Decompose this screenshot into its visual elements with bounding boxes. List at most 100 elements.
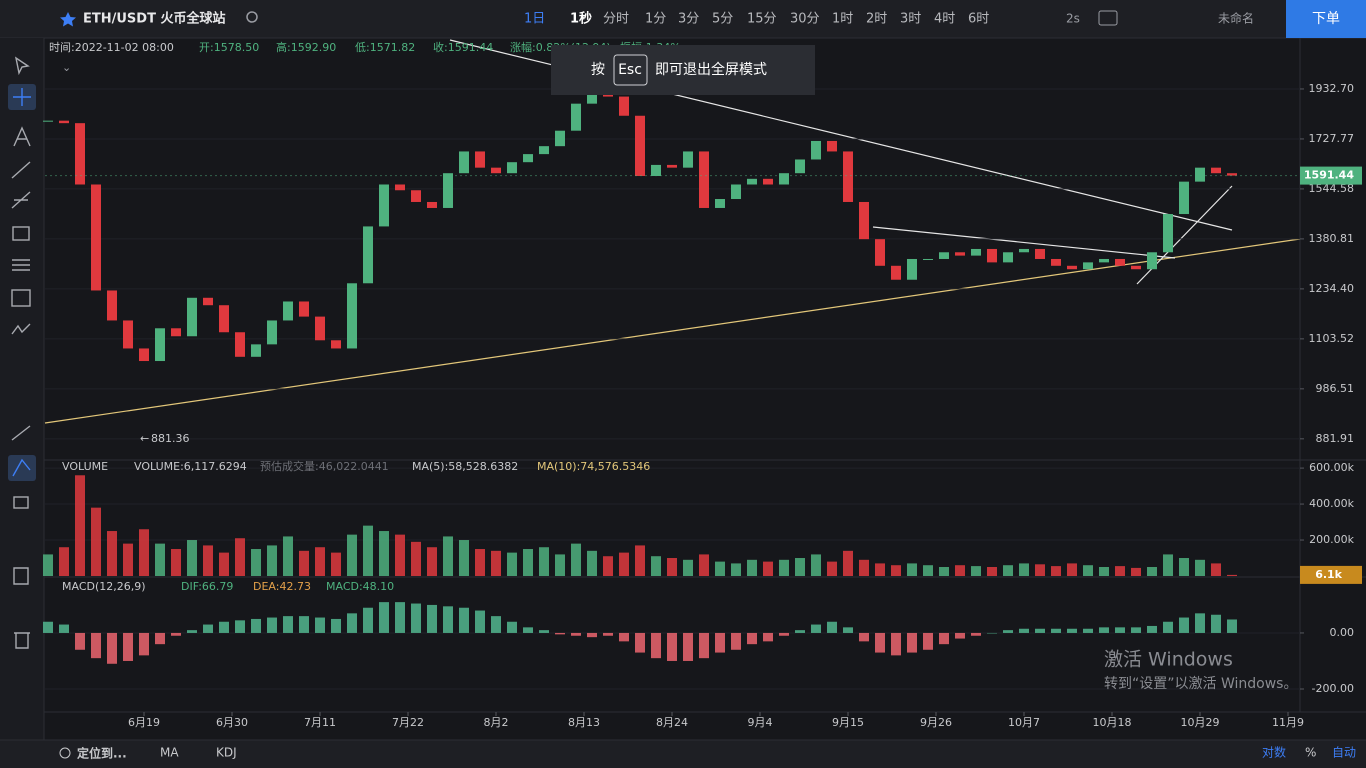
left-toolbar xyxy=(0,38,44,740)
volume-bar xyxy=(1067,563,1077,576)
trend-line[interactable] xyxy=(872,226,1176,259)
scale-option[interactable]: % xyxy=(1305,746,1316,760)
macd-histogram-bar xyxy=(395,602,405,633)
interval-option[interactable]: 1秒 xyxy=(570,11,592,27)
macd-histogram-bar xyxy=(683,632,693,661)
macd-histogram-bar xyxy=(619,632,629,642)
candle-body xyxy=(331,340,341,349)
volume-bar xyxy=(1115,566,1125,576)
candle-body xyxy=(283,301,293,321)
volume-bar xyxy=(363,525,373,576)
candle-body xyxy=(1195,167,1205,182)
volume-bar xyxy=(475,549,485,576)
delete-tool[interactable] xyxy=(14,632,30,649)
trend-line[interactable] xyxy=(44,238,1301,424)
interval-option[interactable]: 5分 xyxy=(712,12,733,27)
y-tick-label: 1727.77 xyxy=(1309,132,1355,145)
macd-histogram-bar xyxy=(379,602,389,633)
interval-option[interactable]: 2时 xyxy=(866,12,887,27)
shape-tool[interactable] xyxy=(12,226,30,241)
candle-body xyxy=(1131,265,1141,270)
volume-bar xyxy=(939,567,949,576)
scale-option[interactable]: 对数 xyxy=(1262,745,1286,760)
x-tick-label: 7月22 xyxy=(392,716,424,729)
interval-option[interactable]: 3分 xyxy=(678,12,699,27)
refresh-rate[interactable]: 2s xyxy=(1066,12,1080,26)
interval-option[interactable]: 3时 xyxy=(900,12,921,27)
camera-icon[interactable] xyxy=(1098,10,1118,26)
macd-histogram-bar xyxy=(987,632,997,634)
text-tool[interactable] xyxy=(13,126,31,147)
y-tick-label: 600.00k xyxy=(1309,461,1354,474)
locate[interactable]: 定位到... xyxy=(77,746,127,761)
volume-bar xyxy=(779,559,789,576)
symbol[interactable]: ETH/USDT 火币全球站 xyxy=(83,11,225,27)
interval-option[interactable]: 1分 xyxy=(645,12,666,27)
indicator-button[interactable]: KDJ xyxy=(216,746,237,760)
candle-body xyxy=(507,162,517,174)
y-tick-label: 200.00k xyxy=(1309,533,1354,546)
candle-body xyxy=(635,115,645,176)
volume-bar xyxy=(459,540,469,576)
hint-prefix: 按 xyxy=(591,62,605,78)
favorite-icon[interactable] xyxy=(60,12,76,27)
macd-histogram-bar xyxy=(779,632,789,636)
macd-histogram-bar xyxy=(1179,617,1189,633)
macd-histogram-bar xyxy=(859,632,869,642)
indicator-button[interactable]: MA xyxy=(160,746,179,760)
interval-option[interactable]: 分时 xyxy=(603,12,629,27)
volume-bar xyxy=(971,566,981,576)
macd-histogram-bar xyxy=(203,624,213,633)
x-tick-label: 8月13 xyxy=(568,716,600,729)
search-icon[interactable] xyxy=(246,11,258,23)
volume-bar xyxy=(75,475,85,576)
draw-mode-bg[interactable] xyxy=(8,455,36,481)
crosshair-tool[interactable] xyxy=(13,88,31,106)
locate-icon[interactable] xyxy=(59,747,71,759)
fib-tool[interactable] xyxy=(12,259,30,271)
pitchfork-tool[interactable] xyxy=(11,191,31,209)
low-label: 881.36 xyxy=(151,432,190,445)
collapse-arrow[interactable]: ⌄ xyxy=(62,61,71,74)
line-tool[interactable] xyxy=(11,161,31,179)
interval-option[interactable]: 6时 xyxy=(968,12,989,27)
cursor-tool[interactable] xyxy=(14,56,30,76)
candle-body xyxy=(203,297,213,306)
volume-bar xyxy=(171,549,181,576)
x-tick-label: 9月15 xyxy=(832,716,864,729)
ruler-tool[interactable] xyxy=(11,425,31,441)
macd-histogram-bar xyxy=(155,632,165,645)
interval-option[interactable]: 1日 xyxy=(524,12,545,27)
candle-body xyxy=(555,130,565,147)
interval-option[interactable]: 15分 xyxy=(747,12,777,27)
macd-histogram-bar xyxy=(827,621,837,633)
macd-histogram-bar xyxy=(1115,627,1125,633)
interval-option[interactable]: 1时 xyxy=(832,12,853,27)
macd-histogram-bar xyxy=(171,632,181,636)
volume-bar xyxy=(107,531,117,576)
interval-option[interactable]: 4时 xyxy=(934,12,955,27)
candle-body xyxy=(123,320,133,349)
candle-body xyxy=(827,140,837,152)
volume-bar xyxy=(219,552,229,576)
volume-bar xyxy=(43,554,53,576)
scale-option[interactable]: 自动 xyxy=(1332,746,1356,760)
candle-body xyxy=(1003,252,1013,263)
order-button[interactable] xyxy=(1286,0,1366,38)
lock-tool[interactable] xyxy=(13,496,29,509)
volume-legend: VOLUME:6,117.6294 xyxy=(134,460,247,473)
order-label[interactable]: 下单 xyxy=(1312,11,1340,27)
volume-bar xyxy=(1019,563,1029,576)
pattern-tool[interactable] xyxy=(11,289,31,307)
candle-body xyxy=(91,184,101,291)
macd-histogram-bar xyxy=(523,627,533,633)
save-tool[interactable] xyxy=(13,567,29,585)
y-tick-label: 0.00 xyxy=(1330,626,1355,639)
volume-bar xyxy=(1099,567,1109,576)
layout-name[interactable]: 未命名 xyxy=(1218,11,1254,26)
draw-mode[interactable] xyxy=(12,458,31,477)
macd-histogram-bar xyxy=(1131,627,1141,633)
wave-tool[interactable] xyxy=(11,323,31,335)
macd-histogram-bar xyxy=(75,632,85,650)
interval-option[interactable]: 30分 xyxy=(790,12,820,27)
